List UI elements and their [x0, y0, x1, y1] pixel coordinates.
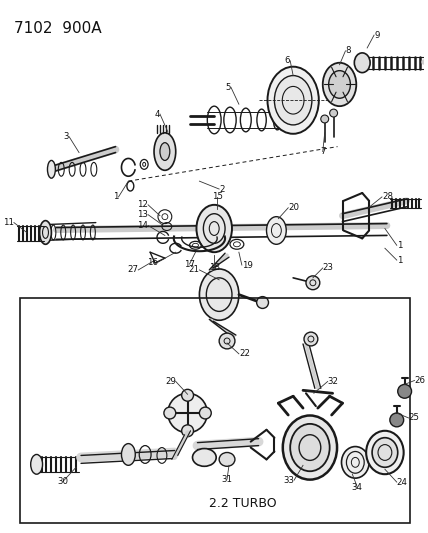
Text: 4: 4: [155, 110, 160, 118]
Ellipse shape: [193, 449, 216, 466]
Text: 28: 28: [382, 192, 393, 201]
Text: 7102  900A: 7102 900A: [14, 21, 101, 36]
Text: 34: 34: [352, 482, 363, 491]
Ellipse shape: [196, 205, 232, 252]
Text: 15: 15: [212, 192, 223, 201]
Text: 14: 14: [137, 221, 148, 230]
Ellipse shape: [274, 76, 312, 125]
Ellipse shape: [219, 453, 235, 466]
Text: 8: 8: [345, 46, 351, 55]
Text: 2: 2: [219, 184, 225, 193]
Text: 2.2 TURBO: 2.2 TURBO: [209, 497, 277, 510]
Ellipse shape: [48, 160, 55, 178]
Text: 13: 13: [137, 210, 148, 219]
Ellipse shape: [283, 416, 337, 480]
Text: 7: 7: [320, 147, 326, 156]
Circle shape: [398, 384, 412, 398]
Bar: [20, 297, 410, 522]
Text: 9: 9: [374, 30, 380, 39]
Text: 33: 33: [283, 475, 294, 484]
Text: 12: 12: [137, 200, 148, 209]
Text: 17: 17: [184, 260, 195, 269]
Circle shape: [330, 109, 338, 117]
Circle shape: [199, 407, 211, 419]
Circle shape: [306, 276, 320, 290]
Text: 21: 21: [188, 265, 199, 274]
Circle shape: [304, 332, 318, 346]
Ellipse shape: [290, 424, 330, 471]
Ellipse shape: [342, 447, 369, 478]
Text: 29: 29: [165, 377, 176, 386]
Ellipse shape: [31, 455, 42, 474]
Text: 20: 20: [288, 203, 299, 212]
Text: 6: 6: [285, 56, 290, 65]
Text: 23: 23: [323, 263, 334, 272]
Ellipse shape: [366, 431, 404, 474]
Text: 27: 27: [127, 265, 138, 274]
Text: 24: 24: [397, 478, 408, 487]
Text: 5: 5: [226, 83, 231, 92]
Text: 1: 1: [397, 256, 402, 264]
Text: 1: 1: [113, 192, 119, 201]
Circle shape: [321, 115, 329, 123]
Circle shape: [181, 425, 193, 437]
Text: 25: 25: [409, 414, 419, 423]
Circle shape: [181, 389, 193, 401]
Ellipse shape: [268, 67, 319, 134]
Ellipse shape: [154, 133, 176, 171]
Text: 32: 32: [328, 377, 339, 386]
Text: 30: 30: [58, 477, 69, 486]
Text: 16: 16: [147, 257, 158, 266]
Text: 31: 31: [222, 474, 232, 483]
Text: 22: 22: [239, 349, 250, 358]
Ellipse shape: [267, 217, 286, 244]
Ellipse shape: [39, 221, 51, 244]
Text: 18: 18: [209, 263, 220, 272]
Circle shape: [168, 393, 207, 433]
Ellipse shape: [122, 443, 135, 465]
Text: 1: 1: [397, 241, 402, 250]
Circle shape: [390, 413, 404, 427]
Ellipse shape: [323, 63, 356, 106]
Ellipse shape: [329, 71, 351, 98]
Text: 19: 19: [242, 261, 253, 270]
Text: 3: 3: [64, 132, 69, 141]
Ellipse shape: [160, 143, 170, 160]
Text: 26: 26: [414, 376, 425, 385]
Ellipse shape: [372, 438, 398, 467]
Circle shape: [164, 407, 176, 419]
Ellipse shape: [199, 269, 239, 320]
Circle shape: [219, 333, 235, 349]
Circle shape: [257, 296, 268, 309]
Ellipse shape: [354, 53, 370, 72]
Text: 11: 11: [3, 218, 14, 227]
